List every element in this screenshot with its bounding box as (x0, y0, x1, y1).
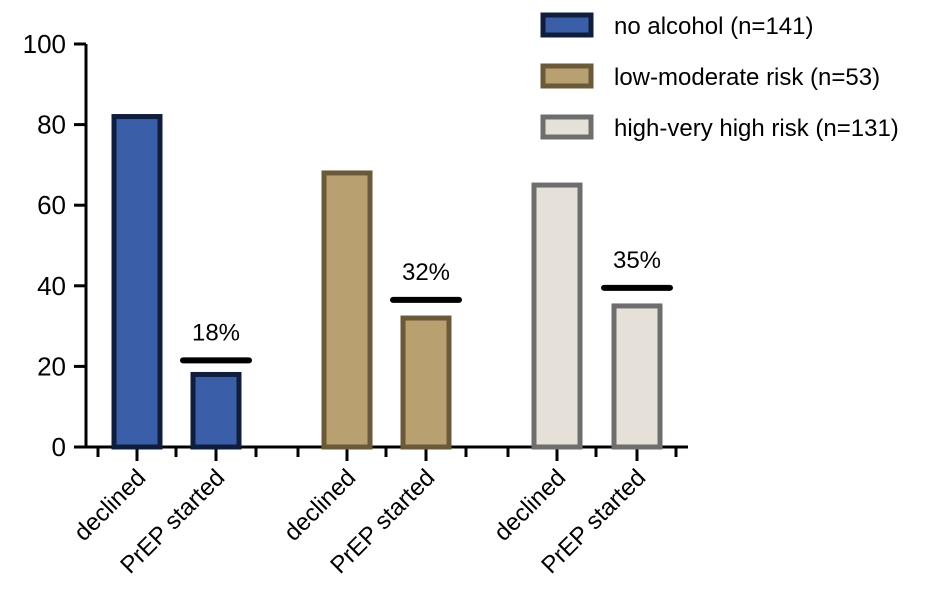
y-tick-label: 20 (37, 351, 66, 381)
y-tick-label: 40 (37, 271, 66, 301)
y-tick-label: 100 (23, 29, 66, 59)
bar-declined-series-1 (111, 114, 163, 450)
bar-declined-series-2 (321, 170, 373, 450)
percentage-label-series-1: 18% (192, 319, 240, 346)
y-tick-label: 80 (37, 110, 66, 140)
bar-declined-series-3 (531, 182, 583, 450)
x-category-label: declined (489, 464, 571, 546)
y-tick-label: 0 (52, 432, 66, 462)
legend-label-series-3: high-very high risk (n=131) (614, 115, 899, 142)
legend-swatch-series-2 (540, 63, 594, 89)
x-category-label: declined (279, 464, 361, 546)
percentage-label-series-2: 32% (402, 259, 450, 286)
legend-label-series-2: low-moderate risk (n=53) (614, 64, 880, 91)
bar-prep-started-series-2 (400, 315, 452, 450)
legend-swatch-series-1 (540, 12, 594, 38)
x-category-label: declined (69, 464, 151, 546)
legend-swatch-series-3 (540, 114, 594, 140)
y-tick-label: 60 (37, 190, 66, 220)
legend-label-series-1: no alcohol (n=141) (614, 13, 813, 40)
annotations: 18% 32% 35% (180, 247, 673, 364)
bar-prep-started-series-3 (611, 303, 663, 450)
bars (111, 114, 663, 450)
legend: no alcohol (n=141) low-moderate risk (n=5… (540, 12, 899, 142)
bar-prep-started-series-1 (190, 371, 242, 450)
percentage-label-series-3: 35% (613, 247, 661, 274)
y-axis: 0 20 40 60 80 100 (23, 29, 88, 462)
